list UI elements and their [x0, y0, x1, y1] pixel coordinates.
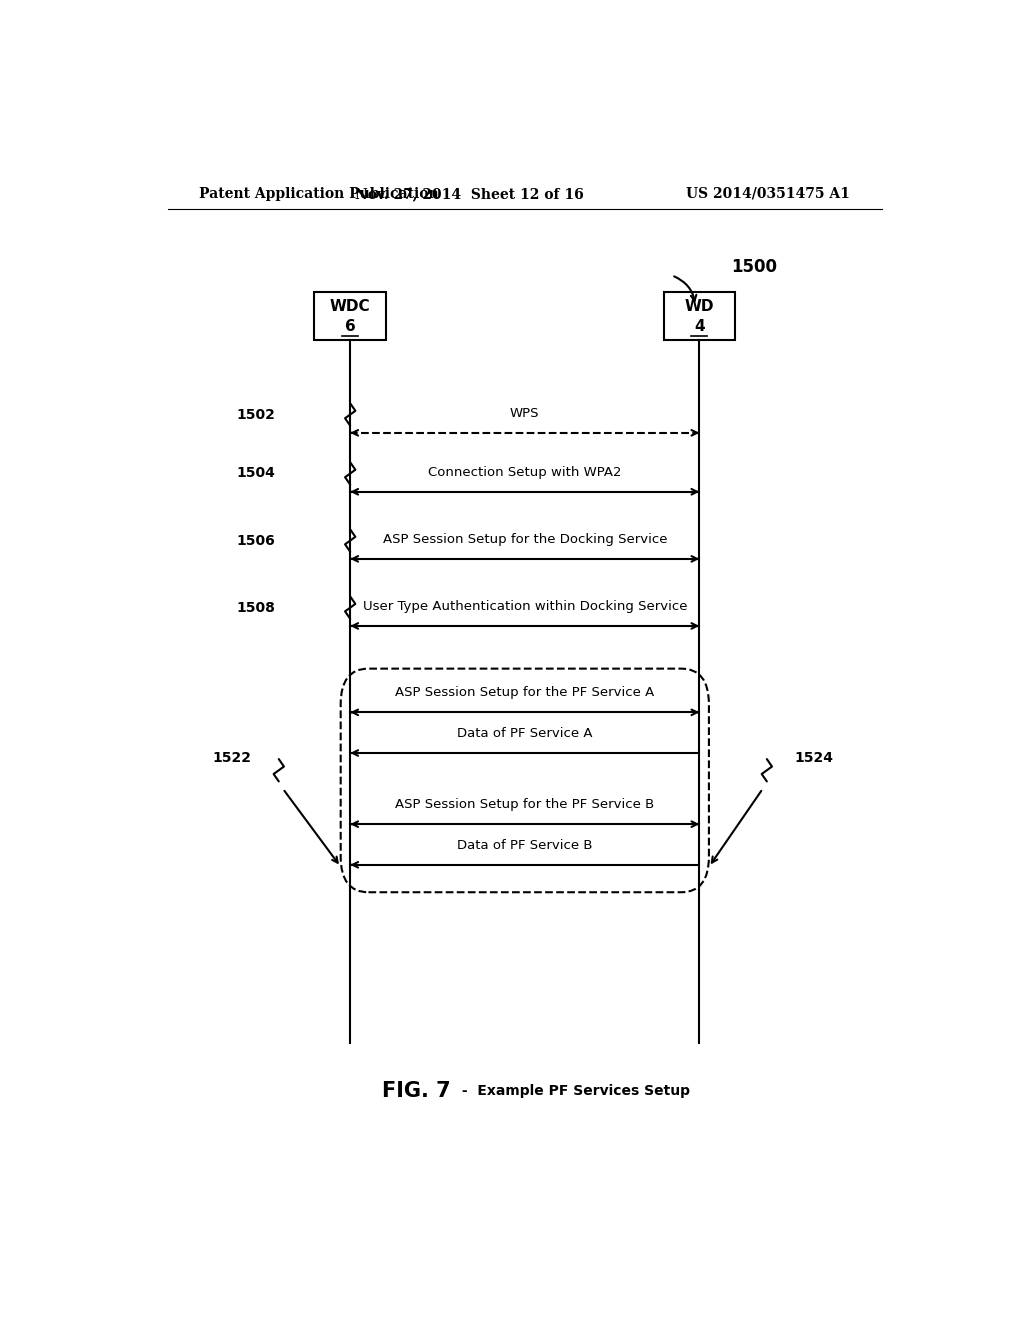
- Text: Data of PF Service B: Data of PF Service B: [457, 838, 593, 851]
- Text: Nov. 27, 2014  Sheet 12 of 16: Nov. 27, 2014 Sheet 12 of 16: [355, 187, 584, 201]
- Text: FIG. 7: FIG. 7: [382, 1081, 451, 1101]
- Text: 1504: 1504: [236, 466, 274, 480]
- Text: -  Example PF Services Setup: - Example PF Services Setup: [458, 1085, 690, 1098]
- Text: 1524: 1524: [795, 751, 834, 766]
- Text: Connection Setup with WPA2: Connection Setup with WPA2: [428, 466, 622, 479]
- Text: 1502: 1502: [236, 408, 274, 421]
- Text: 6: 6: [345, 318, 355, 334]
- Text: US 2014/0351475 A1: US 2014/0351475 A1: [686, 187, 850, 201]
- Text: ASP Session Setup for the PF Service A: ASP Session Setup for the PF Service A: [395, 686, 654, 700]
- Text: Patent Application Publication: Patent Application Publication: [200, 187, 439, 201]
- Text: 1508: 1508: [236, 601, 274, 615]
- Text: 1500: 1500: [731, 259, 777, 276]
- Text: WPS: WPS: [510, 407, 540, 420]
- Text: Data of PF Service A: Data of PF Service A: [457, 727, 593, 739]
- Text: User Type Authentication within Docking Service: User Type Authentication within Docking …: [362, 599, 687, 612]
- Text: ASP Session Setup for the PF Service B: ASP Session Setup for the PF Service B: [395, 797, 654, 810]
- Text: 1506: 1506: [237, 533, 274, 548]
- FancyBboxPatch shape: [664, 292, 735, 341]
- Text: ASP Session Setup for the Docking Service: ASP Session Setup for the Docking Servic…: [383, 533, 667, 545]
- FancyBboxPatch shape: [314, 292, 386, 341]
- Text: 4: 4: [694, 318, 705, 334]
- Text: 1522: 1522: [212, 751, 251, 766]
- Text: WDC: WDC: [330, 300, 371, 314]
- Text: WD: WD: [685, 300, 714, 314]
